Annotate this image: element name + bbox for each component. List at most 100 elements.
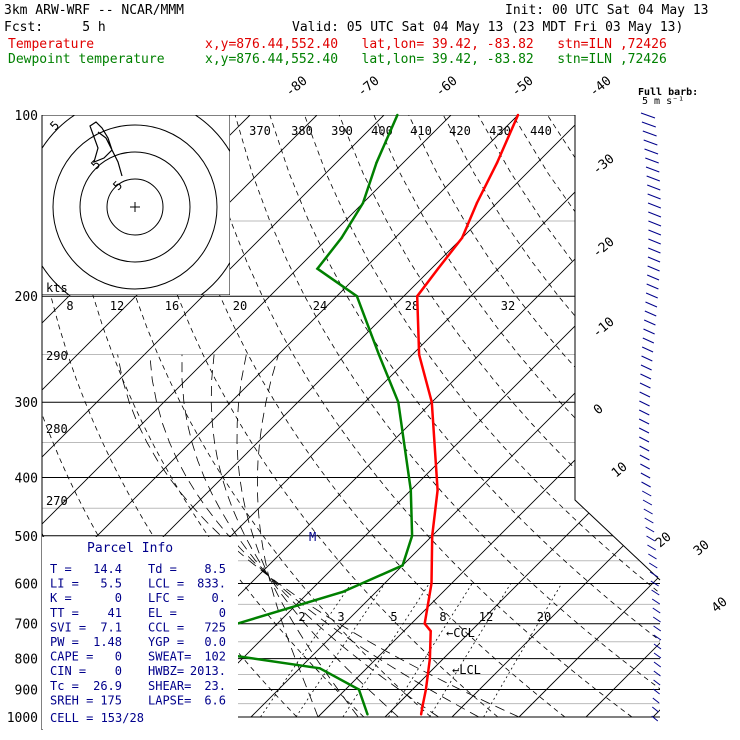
temperature-point [423,622,426,625]
moist-adiabat-line [256,354,319,718]
parcel-value: 5.5 [100,577,122,591]
height-label: 290 [46,349,68,363]
wind-barb [641,355,653,362]
hodograph-speed-label: 28 [405,299,419,313]
lcl-marker: ←LCL [452,663,481,677]
wind-barb [652,688,660,695]
mixing-ratio-line [260,583,352,718]
parcel-key: PW = [50,635,79,649]
wind-barb [651,706,659,713]
theta-label: 430 [489,124,511,138]
parcel-key: CIN = [50,664,86,678]
dry-adiabat-line [408,115,660,718]
theta-label: 390 [331,124,353,138]
dewpoint-point [361,201,365,205]
wind-barb [643,508,653,515]
pressure-label: 600 [15,577,38,592]
hodograph: 555 [42,115,230,295]
dewpoint-point [316,267,319,270]
temperature-line [415,114,520,715]
plot-border [574,115,661,581]
wind-barb [643,319,656,326]
isotherm-label: 0 [591,402,607,419]
dry-adiabat-line [581,115,660,718]
isotherm-line [518,115,660,718]
wind-barb [641,346,654,353]
hodograph-speed-label: 8 [66,299,73,313]
isotherm-line [250,115,660,718]
temperature-point [421,705,424,708]
temperature-point [516,113,520,117]
theta-label: 420 [449,124,471,138]
isotherm-label: -30 [590,151,618,178]
wind-barb [646,283,659,290]
dewpoint-point [355,295,359,298]
theta-label: 410 [410,124,432,138]
height-label: 270 [46,494,68,508]
dry-adiabat-line [547,115,660,718]
dry-adiabat-line [686,115,740,717]
dry-adiabat-line [200,115,633,718]
parcel-value: 2013. [190,664,226,678]
isotherm-label: -10 [590,314,618,341]
theta-label: 400 [371,124,393,138]
model-title: 3km ARW-WRF -- NCAR/MMM [4,3,185,18]
wind-barb [645,292,658,299]
dry-adiabat-line [269,115,660,718]
wind-barb [653,652,662,659]
wind-barb [645,157,659,164]
parcel-value: 26.9 [93,679,122,693]
wind-barb [639,454,650,461]
wind-barb [644,148,659,155]
wind-barb [650,580,659,587]
parcel-key: LCL = [148,577,184,591]
mixing-ratio-label: 2 [298,610,305,624]
wind-barb [639,400,650,407]
parcel-value: 0 [115,591,122,605]
parcel-cell: CELL = 153/28 [50,711,144,725]
wind-barb [640,364,652,371]
dry-adiabat-line [130,115,499,718]
wind-barb [644,517,654,524]
m-marker: M [309,530,316,544]
wind-barb [639,391,651,398]
dry-adiabat-line [304,115,660,718]
hodograph-ring [79,151,191,263]
hodograph-ring [106,178,164,236]
parcel-key: SREH = [50,693,93,707]
wind-barb [640,463,650,470]
temperature-point [429,629,432,633]
mixing-ratio-label: 3 [337,610,344,624]
parcel-value: 0 [115,664,122,678]
ccl-marker: ←CCL [446,626,475,640]
temperature-point [430,582,433,585]
parcel-value: 175 [100,693,122,707]
wind-barb [645,301,658,308]
wind-barb [640,373,652,380]
parcel-value: 1.48 [93,635,122,649]
temperature-legend-label: Temperature [8,37,95,52]
dewpoint-point [377,353,381,356]
wind-barb [645,526,655,533]
dewpoint-point [397,401,400,404]
parcel-key: CCL = [148,620,184,634]
temperature-point [436,488,439,492]
isotherm-line [384,115,660,718]
pressure-label: 100 [15,109,38,124]
pressure-label: 700 [15,618,38,633]
wind-barb [653,679,661,686]
parcel-key: Tc = [50,679,79,693]
wind-barb [645,166,660,173]
pressure-label: 1000 [7,711,38,726]
isotherm-label: -70 [355,73,383,100]
pressure-label: 500 [15,530,38,545]
parcel-value: 725 [204,620,226,634]
moist-adiabat-line [210,354,399,718]
isotherm-label: -50 [509,73,537,100]
height-label: 280 [46,422,68,436]
isotherm-line [652,115,660,718]
wind-barb [651,598,661,605]
wind-barb [653,625,662,632]
parcel-value: 102 [204,650,226,664]
dry-adiabat-line [512,115,660,718]
